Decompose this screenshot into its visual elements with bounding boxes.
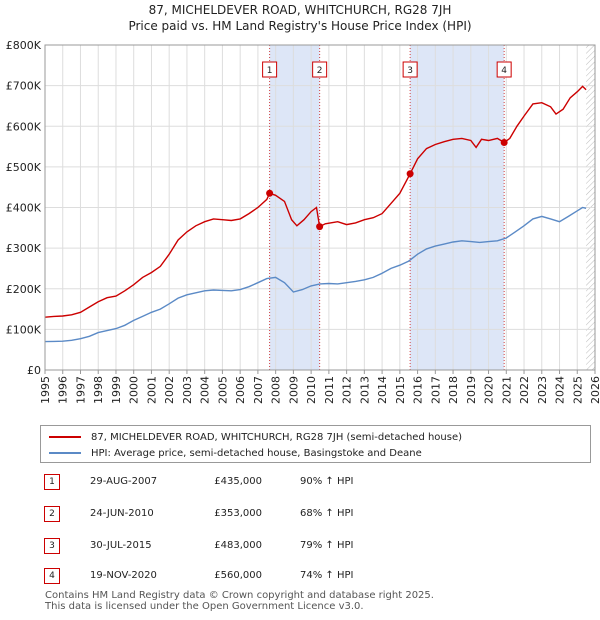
hpi-line bbox=[44, 206, 587, 343]
x-tick-label: 2006 bbox=[234, 376, 247, 404]
legend-swatch-hpi bbox=[49, 452, 81, 454]
sale-number-badge: 4 bbox=[44, 568, 60, 584]
x-tick-label: 2018 bbox=[447, 376, 460, 404]
sale-price: £560,000 bbox=[214, 570, 262, 581]
y-tick-label: £600K bbox=[6, 120, 42, 133]
chart-subtitle: Price paid vs. HM Land Registry's House … bbox=[128, 19, 472, 33]
x-tick-label: 1999 bbox=[110, 376, 123, 404]
y-tick-label: £800K bbox=[6, 39, 42, 52]
sale-marker-box bbox=[496, 61, 512, 78]
legend-swatch-property bbox=[49, 436, 81, 438]
sale-point bbox=[266, 189, 274, 197]
sale-number-badge: 1 bbox=[44, 474, 60, 490]
x-tick-label: 2008 bbox=[270, 376, 283, 404]
sale-price: £483,000 bbox=[214, 540, 262, 551]
sale-marker-label: 1 bbox=[267, 66, 273, 76]
footer-attribution: Contains HM Land Registry data © Crown c… bbox=[45, 590, 434, 612]
x-tick-label: 2005 bbox=[216, 376, 229, 404]
chart-title: 87, MICHELDEVER ROAD, WHITCHURCH, RG28 7… bbox=[148, 3, 452, 17]
footer-line-2: This data is licensed under the Open Gov… bbox=[45, 601, 364, 612]
x-tick-label: 2017 bbox=[429, 376, 442, 404]
legend-item-hpi: HPI: Average price, semi-detached house,… bbox=[49, 446, 422, 460]
sale-marker-box bbox=[262, 61, 278, 78]
x-tick-label: 2024 bbox=[554, 376, 567, 404]
y-tick-label: £400K bbox=[6, 202, 42, 215]
sale-point bbox=[500, 139, 508, 146]
y-tick-label: £0 bbox=[27, 364, 41, 377]
sale-hpi-change: 68% ↑ HPI bbox=[300, 508, 354, 519]
x-tick-label: 2012 bbox=[341, 376, 354, 404]
sale-hpi-change: 74% ↑ HPI bbox=[300, 570, 354, 581]
legend-label-property: 87, MICHELDEVER ROAD, WHITCHURCH, RG28 7… bbox=[91, 431, 463, 443]
x-tick-label: 2023 bbox=[536, 376, 549, 404]
x-tick-label: 2011 bbox=[323, 376, 336, 404]
x-tick-label: 2026 bbox=[589, 376, 600, 404]
x-tick-label: 2014 bbox=[376, 376, 389, 404]
y-tick-label: £500K bbox=[6, 161, 42, 174]
x-tick-label: 1998 bbox=[92, 376, 105, 404]
sale-date: 29-AUG-2007 bbox=[90, 476, 158, 487]
x-tick-label: 2025 bbox=[571, 376, 584, 404]
legend: 87, MICHELDEVER ROAD, WHITCHURCH, RG28 7… bbox=[40, 425, 591, 463]
sale-price: £435,000 bbox=[214, 476, 262, 487]
sale-point bbox=[316, 223, 324, 231]
sale-hpi-change: 90% ↑ HPI bbox=[300, 476, 354, 487]
x-tick-label: 2021 bbox=[500, 376, 513, 404]
x-tick-label: 2003 bbox=[181, 376, 194, 404]
sale-marker-box bbox=[402, 61, 418, 78]
sale-point bbox=[406, 170, 414, 178]
x-tick-label: 2020 bbox=[483, 376, 496, 404]
sale-hpi-change: 79% ↑ HPI bbox=[300, 540, 354, 551]
sale-marker-box bbox=[312, 61, 328, 78]
x-tick-label: 2015 bbox=[394, 376, 407, 404]
sale-date: 24-JUN-2010 bbox=[90, 508, 154, 519]
x-tick-label: 2010 bbox=[305, 376, 318, 404]
sale-marker-label: 3 bbox=[407, 66, 413, 76]
x-tick-label: 2007 bbox=[252, 376, 265, 404]
plot-frame bbox=[44, 44, 596, 371]
x-tick-label: 2004 bbox=[199, 376, 212, 404]
y-tick-label: £100K bbox=[6, 323, 42, 336]
x-tick-label: 2016 bbox=[412, 376, 425, 404]
y-tick-label: £700K bbox=[6, 80, 42, 93]
table-row: 3 30-JUL-2015 £483,000 79% ↑ HPI bbox=[40, 538, 380, 556]
x-tick-label: 2009 bbox=[287, 376, 300, 404]
x-tick-label: 2013 bbox=[358, 376, 371, 404]
y-tick-label: £200K bbox=[6, 283, 42, 296]
sale-date: 19-NOV-2020 bbox=[90, 570, 157, 581]
legend-item-property: 87, MICHELDEVER ROAD, WHITCHURCH, RG28 7… bbox=[49, 430, 462, 444]
y-tick-label: £300K bbox=[6, 242, 42, 255]
x-tick-label: 1996 bbox=[57, 376, 70, 404]
x-tick-label: 2002 bbox=[163, 376, 176, 404]
x-tick-label: 2022 bbox=[518, 376, 531, 404]
legend-label-hpi: HPI: Average price, semi-detached house,… bbox=[91, 447, 422, 459]
sale-price: £353,000 bbox=[214, 508, 262, 519]
table-row: 4 19-NOV-2020 £560,000 74% ↑ HPI bbox=[40, 568, 380, 586]
sale-number-badge: 3 bbox=[44, 538, 60, 554]
table-row: 2 24-JUN-2010 £353,000 68% ↑ HPI bbox=[40, 506, 380, 524]
x-tick-label: 1997 bbox=[74, 376, 87, 404]
price-chart: 1 2 3 4 £0 £100K £200K £300K £400K £500K £600K £70… bbox=[6, 39, 600, 404]
sale-marker-label: 4 bbox=[501, 66, 507, 76]
footer-line-1: Contains HM Land Registry data © Crown c… bbox=[45, 590, 434, 601]
x-tick-label: 2000 bbox=[128, 376, 141, 404]
sale-number-badge: 2 bbox=[44, 506, 60, 522]
x-tick-label: 1995 bbox=[39, 376, 52, 404]
x-tick-label: 2019 bbox=[465, 376, 478, 404]
table-row: 1 29-AUG-2007 £435,000 90% ↑ HPI bbox=[40, 474, 380, 492]
sale-marker-label: 2 bbox=[317, 66, 323, 76]
sale-date: 30-JUL-2015 bbox=[90, 540, 152, 551]
x-tick-label: 2001 bbox=[145, 376, 158, 404]
